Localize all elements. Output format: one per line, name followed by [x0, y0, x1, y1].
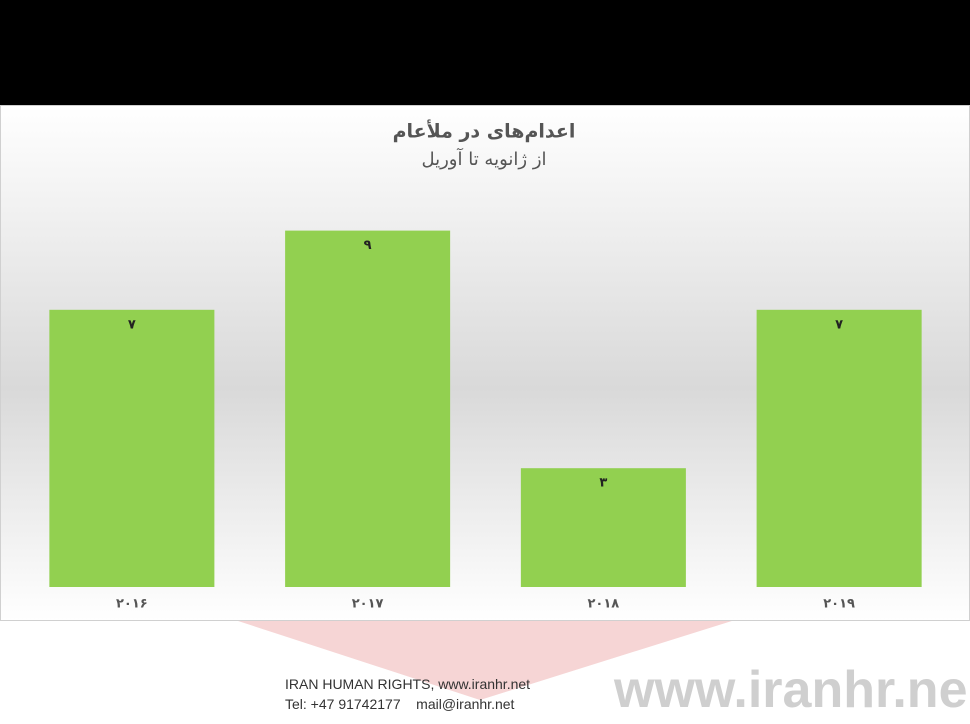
bar [520, 468, 686, 587]
x-tick-label: ۲۰۱۶ [116, 597, 148, 612]
footer-line: Tel: +47 91742177 mail@iranhr.net [285, 696, 515, 712]
data-label: ۳ [599, 476, 607, 491]
chart-subtitle: از ژانویه تا آوریل [421, 147, 546, 170]
data-label: ۷ [128, 317, 136, 332]
x-tick-label: ۲۰۱۹ [823, 597, 855, 612]
data-label: ۹ [364, 238, 372, 253]
watermark: www.iranhr.ne [614, 661, 968, 719]
bar [49, 309, 215, 587]
chart-title: اعدام‌های در ملأعام [393, 120, 576, 143]
bar [285, 230, 451, 587]
bar [756, 309, 922, 587]
footer-line: IRAN HUMAN RIGHTS, www.iranhr.net [285, 676, 531, 692]
x-tick-label: ۲۰۱۸ [588, 597, 620, 612]
x-tick-label: ۲۰۱۷ [352, 597, 384, 612]
decor [235, 620, 735, 700]
top-band [0, 0, 970, 105]
data-label: ۷ [835, 317, 843, 332]
